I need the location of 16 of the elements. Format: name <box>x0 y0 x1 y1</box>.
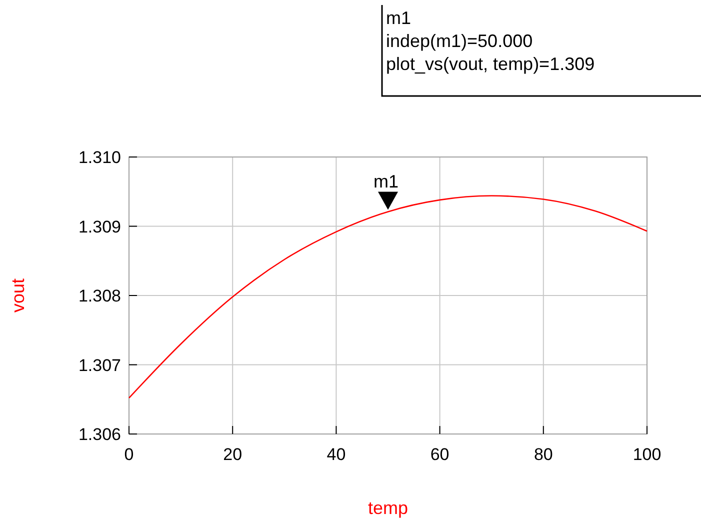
y-tick-label: 1.308 <box>78 286 121 306</box>
x-tick-label: 0 <box>124 445 134 464</box>
x-axis-title: temp <box>368 498 408 518</box>
x-tick-label: 20 <box>223 445 242 464</box>
y-tick-label: 1.306 <box>78 425 121 444</box>
y-axis-title: vout <box>8 278 28 313</box>
x-tick-label: 80 <box>534 445 553 464</box>
text: m1 indep(m1)=50.000 plot_vs(vout, temp)=1.309 <box>386 8 595 74</box>
annotation: m1 <box>373 172 399 192</box>
y-tick-label: 1.309 <box>78 217 121 236</box>
x-tick-label: 60 <box>430 445 450 464</box>
y-tick-label: 1.307 <box>78 356 121 375</box>
x-tick-label: 40 <box>326 445 346 464</box>
line-series <box>128 195 648 399</box>
x-tick-label: 100 <box>632 445 662 464</box>
y-tick-label: 1.310 <box>78 148 121 167</box>
